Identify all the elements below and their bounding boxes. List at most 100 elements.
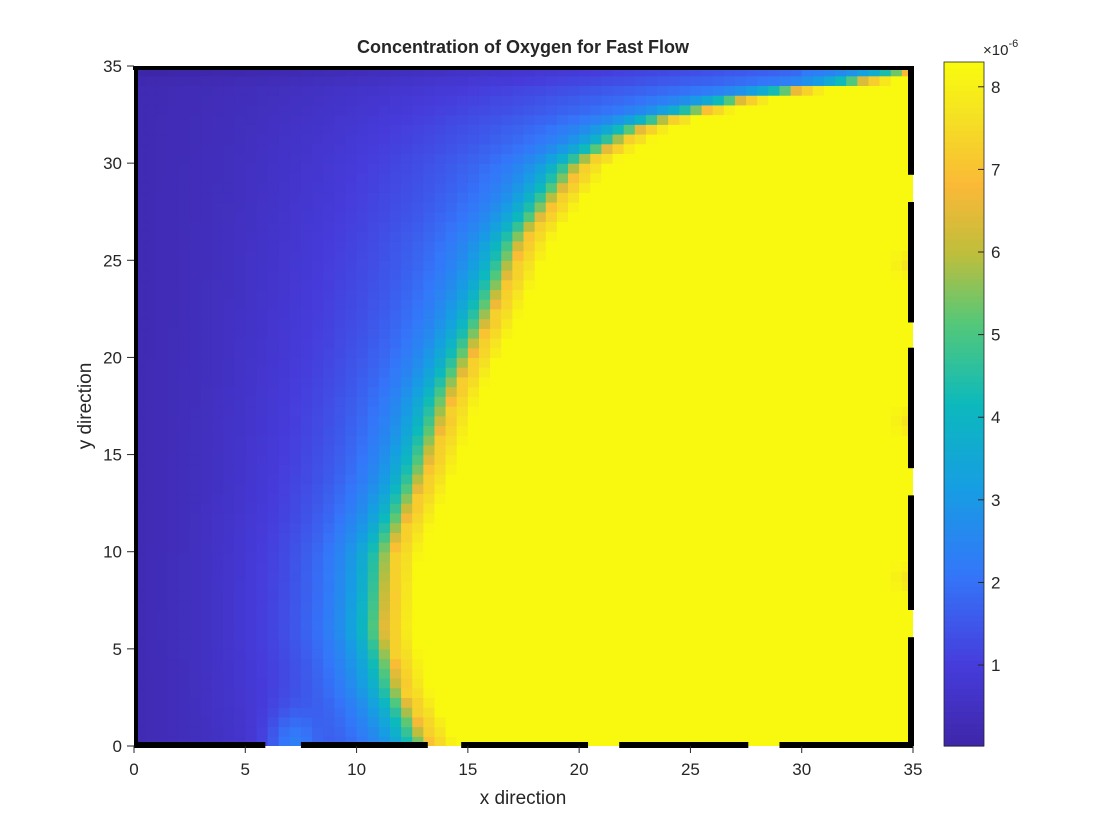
heatmap-cell xyxy=(712,114,725,125)
heatmap-cell xyxy=(690,250,703,261)
heatmap-cell xyxy=(568,124,580,135)
heatmap-cell xyxy=(657,561,669,572)
heatmap-cell xyxy=(601,687,614,699)
heatmap-cell xyxy=(345,474,358,485)
heatmap-cell xyxy=(378,182,391,193)
heatmap-cell xyxy=(478,143,491,155)
heatmap-cell xyxy=(668,532,680,543)
heatmap-cell xyxy=(223,163,235,174)
heatmap-cell xyxy=(334,580,347,592)
heatmap-cell xyxy=(389,629,402,640)
heatmap-cell xyxy=(189,425,202,436)
heatmap-cell xyxy=(412,221,424,232)
heatmap-cell xyxy=(523,532,536,543)
heatmap-cell xyxy=(467,425,480,436)
heatmap-cell xyxy=(701,143,714,155)
heatmap-cell xyxy=(423,386,436,397)
heatmap-cell xyxy=(278,532,291,543)
heatmap-cell xyxy=(278,308,291,320)
heatmap-cell xyxy=(779,658,792,669)
heatmap-cell xyxy=(512,716,525,728)
heatmap-cell xyxy=(234,299,246,310)
heatmap-cell xyxy=(734,483,747,495)
heatmap-cell xyxy=(401,415,413,427)
heatmap-cell xyxy=(545,571,558,582)
heatmap-cell xyxy=(734,95,747,106)
heatmap-cell xyxy=(679,483,692,495)
heatmap-cell xyxy=(534,716,547,728)
heatmap-cell xyxy=(612,376,625,388)
heatmap-cell xyxy=(323,551,335,563)
heatmap-cell xyxy=(868,406,881,417)
heatmap-cell xyxy=(211,503,224,514)
heatmap-cell xyxy=(156,134,168,145)
heatmap-cell xyxy=(734,104,747,116)
heatmap-cell xyxy=(445,95,458,106)
heatmap-cell xyxy=(490,114,502,125)
heatmap-cell xyxy=(545,279,558,291)
heatmap-cell xyxy=(445,279,458,291)
heatmap-cell xyxy=(645,163,658,174)
heatmap-cell xyxy=(823,600,836,611)
heatmap-cell xyxy=(434,444,447,456)
heatmap-cell xyxy=(178,435,191,446)
heatmap-cell xyxy=(423,211,436,223)
heatmap-cell xyxy=(467,668,480,679)
heatmap-cell xyxy=(812,406,825,417)
heatmap-cell xyxy=(501,289,513,300)
heatmap-cell xyxy=(178,522,191,533)
heatmap-cell xyxy=(846,493,858,504)
heatmap-cell xyxy=(512,474,525,485)
heatmap-cell xyxy=(323,221,335,232)
heatmap-cell xyxy=(645,134,658,145)
heatmap-cell xyxy=(523,221,536,232)
heatmap-cell xyxy=(901,367,913,378)
heatmap-cell xyxy=(300,658,313,669)
heatmap-cell xyxy=(501,726,513,737)
heatmap-cell xyxy=(456,134,469,145)
heatmap-cell xyxy=(901,231,913,242)
heatmap-cell xyxy=(734,347,747,359)
heatmap-cell xyxy=(167,396,180,407)
heatmap-cell xyxy=(345,600,358,611)
heatmap-cell xyxy=(534,619,547,631)
heatmap-cell xyxy=(323,454,335,465)
heatmap-cell xyxy=(790,367,803,378)
heatmap-cell xyxy=(312,299,324,310)
heatmap-cell xyxy=(612,736,625,746)
heatmap-cell xyxy=(890,503,903,514)
heatmap-cell xyxy=(289,211,302,223)
heatmap-cell xyxy=(389,95,402,106)
heatmap-cell xyxy=(634,202,647,213)
heatmap-cell xyxy=(723,357,736,368)
heatmap-cell xyxy=(223,85,235,96)
heatmap-cell xyxy=(412,678,424,689)
heatmap-cell xyxy=(367,211,380,223)
heatmap-cell xyxy=(434,483,447,495)
heatmap-cell xyxy=(768,736,781,746)
heatmap-cell xyxy=(790,619,803,631)
heatmap-cell xyxy=(768,367,781,378)
heatmap-cell xyxy=(668,619,680,631)
heatmap-cell xyxy=(256,697,269,708)
heatmap-cell xyxy=(401,221,413,232)
heatmap-cell xyxy=(300,357,313,368)
heatmap-cell xyxy=(790,221,803,232)
heatmap-cell xyxy=(456,668,469,679)
heatmap-cell xyxy=(645,542,658,553)
heatmap-cell xyxy=(300,493,313,504)
heatmap-cell xyxy=(490,726,502,737)
heatmap-cell xyxy=(401,75,413,87)
heatmap-cell xyxy=(234,474,246,485)
heatmap-cell xyxy=(590,697,602,708)
heatmap-cell xyxy=(723,444,736,456)
heatmap-cell xyxy=(590,474,602,485)
heatmap-cell xyxy=(901,444,913,456)
heatmap-cell xyxy=(645,279,658,291)
heatmap-cell xyxy=(134,648,146,660)
heatmap-cell xyxy=(178,338,191,349)
heatmap-cell xyxy=(412,289,424,300)
heatmap-cell xyxy=(389,347,402,359)
heatmap-cell xyxy=(812,211,825,223)
heatmap-cell xyxy=(634,610,647,621)
